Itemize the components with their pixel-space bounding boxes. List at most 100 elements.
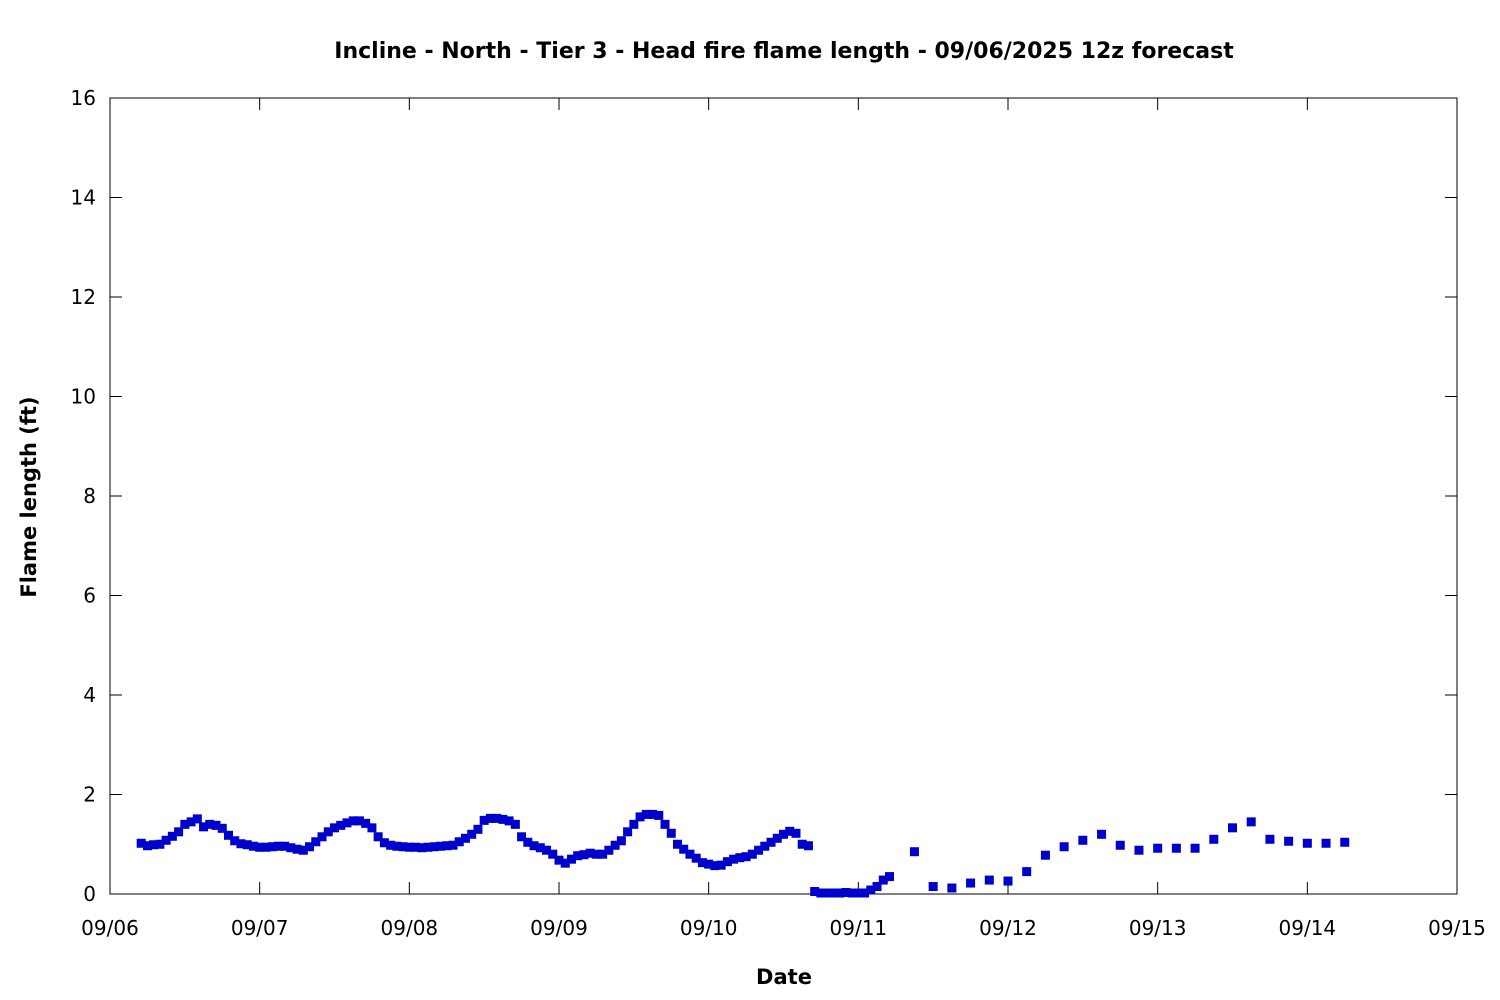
data-point [853, 888, 863, 898]
data-point [966, 878, 976, 888]
data-point [348, 816, 358, 826]
x-tick-label: 09/15 [1428, 916, 1486, 940]
data-point [872, 882, 882, 892]
y-axis: 0 2 4 6 8 10 12 14 16 [71, 86, 1457, 906]
data-point [199, 822, 209, 832]
data-point [548, 849, 558, 859]
data-point [336, 820, 346, 830]
data-point [1284, 836, 1294, 846]
x-tick-label: 09/06 [81, 916, 139, 940]
data-point [835, 888, 845, 898]
data-point [230, 836, 240, 846]
y-tick-label: 14 [71, 186, 96, 210]
data-point [803, 841, 813, 851]
y-tick-label: 6 [83, 584, 96, 608]
data-point [579, 850, 589, 860]
data-point [510, 819, 520, 829]
data-point [442, 841, 452, 851]
data-point [142, 841, 152, 851]
x-tick-label: 09/09 [530, 916, 588, 940]
data-point [704, 859, 714, 869]
data-point [180, 819, 190, 829]
data-point [878, 875, 888, 885]
data-point [1022, 867, 1032, 877]
data-point [529, 841, 539, 851]
data-point [841, 888, 851, 898]
data-point [691, 853, 701, 863]
data-point [417, 843, 427, 853]
data-point [542, 845, 552, 855]
data-point [354, 816, 364, 826]
data-point [566, 854, 576, 864]
data-point [460, 833, 470, 843]
data-point [1321, 838, 1331, 848]
data-point [280, 841, 290, 851]
data-point [610, 840, 620, 850]
data-point [716, 860, 726, 870]
y-tick-label: 4 [83, 683, 96, 707]
data-point [473, 824, 483, 834]
data-point [766, 837, 776, 847]
y-tick-label: 0 [83, 882, 96, 906]
data-point [517, 832, 527, 842]
data-point [1003, 876, 1013, 886]
data-point [810, 887, 820, 897]
data-point [149, 840, 159, 850]
data-point [236, 839, 246, 849]
data-point [866, 885, 876, 895]
x-tick-label: 09/08 [381, 916, 439, 940]
data-point [779, 829, 788, 839]
data-point [255, 842, 265, 852]
data-point [660, 819, 670, 829]
data-point [729, 854, 739, 864]
data-point [722, 857, 732, 867]
y-tick-label: 16 [71, 86, 96, 110]
data-point [467, 829, 477, 839]
data-point [641, 809, 651, 819]
x-tick-label: 09/07 [231, 916, 289, 940]
y-tick-label: 8 [83, 484, 96, 508]
data-point [248, 841, 258, 851]
data-points [136, 809, 1350, 898]
data-point [1115, 840, 1125, 850]
data-point [735, 853, 745, 863]
data-point [560, 858, 570, 868]
data-point [791, 828, 801, 838]
data-point [423, 842, 433, 852]
chart-title: Incline - North - Tier 3 - Head fire fla… [334, 39, 1234, 64]
data-point [710, 861, 720, 871]
data-point [573, 851, 583, 861]
data-point [411, 842, 421, 852]
x-tick-label: 09/12 [979, 916, 1037, 940]
data-point [666, 828, 676, 838]
data-point [741, 852, 751, 862]
data-point [261, 842, 271, 852]
data-point [928, 882, 938, 892]
data-point [379, 838, 389, 848]
data-point [298, 845, 308, 855]
data-point [242, 840, 252, 850]
data-point [205, 819, 215, 829]
data-point [822, 888, 832, 898]
data-point [174, 827, 184, 837]
data-point [1265, 834, 1275, 844]
data-point [398, 842, 408, 852]
data-point [1059, 842, 1069, 852]
data-point [155, 839, 165, 849]
data-point [885, 872, 895, 882]
data-point [1040, 850, 1050, 860]
data-point [479, 815, 489, 825]
data-point [361, 818, 371, 828]
data-point [1171, 843, 1181, 853]
data-point [404, 842, 414, 852]
y-tick-label: 2 [83, 783, 96, 807]
data-point [1228, 823, 1237, 833]
data-point [1078, 835, 1088, 845]
data-point [672, 839, 682, 849]
data-point [292, 844, 302, 854]
data-point [623, 827, 633, 837]
data-point [192, 814, 202, 824]
data-point [485, 813, 495, 823]
x-tick-label: 09/10 [680, 916, 738, 940]
y-tick-label: 12 [71, 285, 96, 309]
